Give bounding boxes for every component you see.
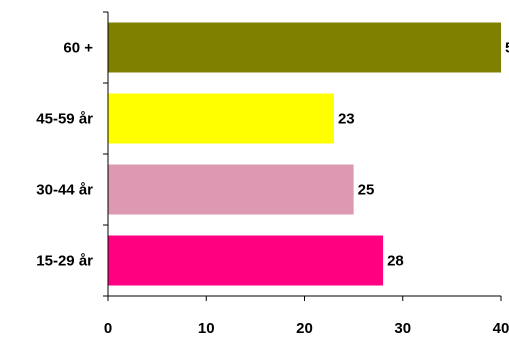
value-label: 50 xyxy=(505,40,509,57)
bar-1 xyxy=(108,93,334,144)
x-tick-label: 40 xyxy=(493,320,509,337)
axes-group xyxy=(103,11,502,301)
labels-group: 60 + 50 45-59 år 23 30-44 år 25 15-29 år 28 0 10 2… xyxy=(36,40,509,338)
category-label: 15-29 år xyxy=(36,253,93,270)
x-tick-label: 20 xyxy=(296,320,313,337)
x-tick-label: 0 xyxy=(104,320,112,337)
bar-2 xyxy=(108,164,354,215)
category-label: 30-44 år xyxy=(36,182,93,199)
x-tick-label: 10 xyxy=(198,320,215,337)
bars-group xyxy=(108,22,501,286)
category-label: 60 + xyxy=(63,40,93,57)
value-label: 28 xyxy=(387,253,404,270)
bar-0 xyxy=(108,22,501,73)
category-label: 45-59 år xyxy=(36,111,93,128)
x-tick-label: 30 xyxy=(394,320,411,337)
value-label: 25 xyxy=(358,182,375,199)
bar-3 xyxy=(108,235,384,286)
value-label: 23 xyxy=(338,111,355,128)
